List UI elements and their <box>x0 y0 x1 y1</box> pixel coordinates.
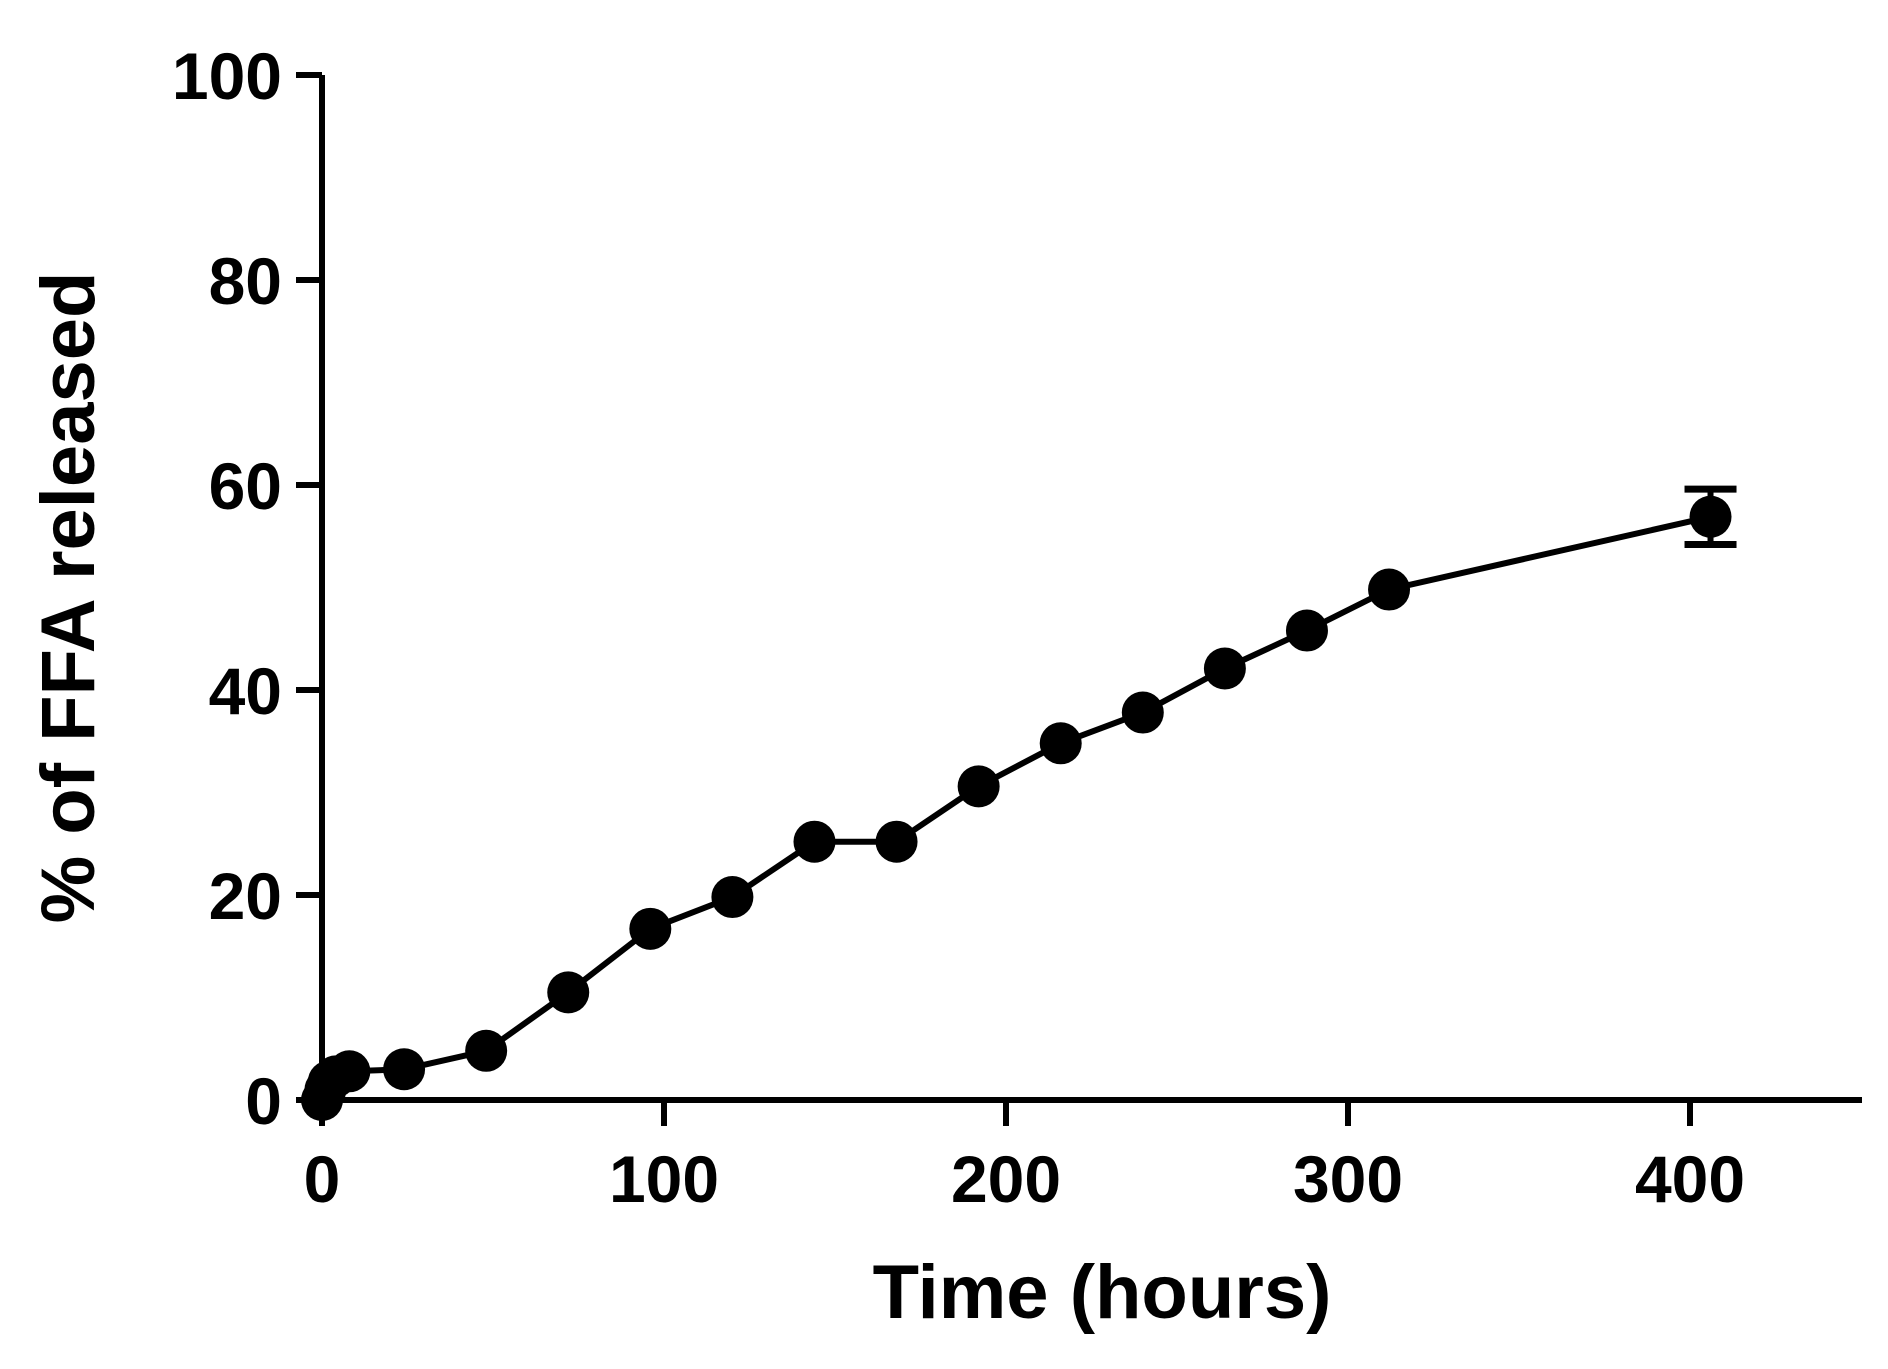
y-tick-label: 40 <box>209 654 282 728</box>
x-tick-label: 300 <box>1293 1142 1403 1216</box>
series-line <box>319 513 1712 1101</box>
y-tick-label: 80 <box>209 244 282 318</box>
data-point <box>383 1048 426 1091</box>
tick-labels: 0 20 40 60 80 100 0 100 200 300 400 <box>172 39 1745 1216</box>
data-point <box>547 971 590 1014</box>
data-point <box>1203 647 1246 690</box>
x-tick-label: 200 <box>951 1142 1061 1216</box>
x-tick-label: 0 <box>304 1142 341 1216</box>
data-point <box>1121 691 1164 734</box>
data-point <box>875 820 918 863</box>
data-point <box>957 765 1000 808</box>
data-point <box>629 907 672 950</box>
data-point <box>711 876 754 919</box>
y-tick-label: 60 <box>209 449 282 523</box>
x-tick-label: 100 <box>609 1142 719 1216</box>
data-point <box>1285 609 1328 652</box>
tick-marks <box>296 72 1693 1126</box>
data-point <box>1368 568 1411 611</box>
y-tick-label: 100 <box>172 39 282 113</box>
data-point <box>1039 722 1082 765</box>
x-tick-label: 400 <box>1635 1142 1745 1216</box>
y-axis-title: % of FFA released <box>26 272 111 924</box>
data-point <box>1689 495 1732 538</box>
data-point <box>465 1029 508 1072</box>
series-0 <box>301 485 1737 1121</box>
y-tick-label: 20 <box>209 859 282 933</box>
x-axis-title: Time (hours) <box>873 1250 1332 1335</box>
data-point <box>328 1050 371 1093</box>
series-layer <box>301 485 1737 1121</box>
axes <box>319 75 1862 1103</box>
y-tick-label: 0 <box>245 1064 282 1138</box>
data-point <box>793 820 836 863</box>
